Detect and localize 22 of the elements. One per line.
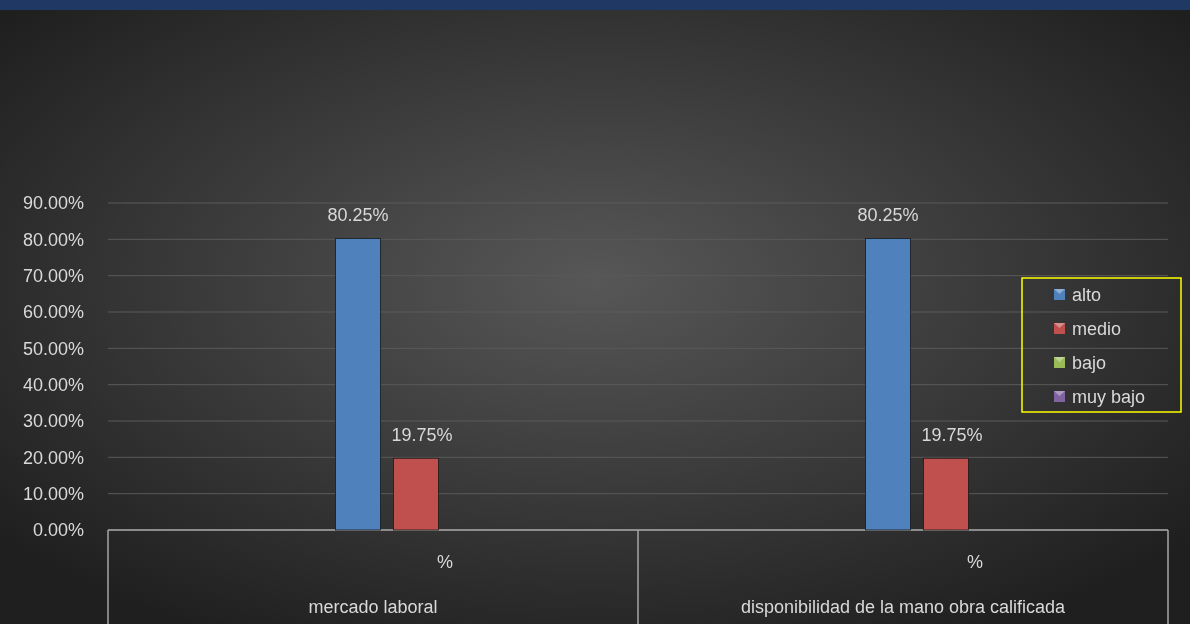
- data-label: 19.75%: [391, 425, 453, 446]
- legend-label: muy bajo: [1072, 387, 1146, 408]
- y-tick-label: 0.00%: [32, 520, 84, 541]
- y-tick-label: 70.00%: [22, 265, 84, 286]
- text: alto: [1072, 285, 1102, 306]
- y-tick-label: 10.00%: [22, 483, 84, 504]
- data-label: 80.25%: [857, 205, 919, 226]
- text: disponibilidad de la mano obra calificada: [740, 597, 1067, 618]
- x-tick-label: %: [966, 552, 984, 573]
- y-tick-label: 40.00%: [22, 374, 84, 395]
- y-tick-label: 90.00%: [22, 193, 84, 214]
- data-label: 19.75%: [921, 425, 983, 446]
- y-tick-label: 50.00%: [22, 338, 84, 359]
- y-tick-label: 20.00%: [22, 447, 84, 468]
- y-tick-label: 30.00%: [22, 411, 84, 432]
- legend-label: medio: [1072, 319, 1122, 340]
- legend-label: bajo: [1072, 353, 1107, 374]
- data-label: 80.25%: [327, 205, 389, 226]
- y-tick-label: 80.00%: [22, 229, 84, 250]
- text: mercado laboral: [308, 597, 438, 618]
- y-tick-label: 60.00%: [22, 302, 84, 323]
- x-tick-label: %: [436, 552, 454, 573]
